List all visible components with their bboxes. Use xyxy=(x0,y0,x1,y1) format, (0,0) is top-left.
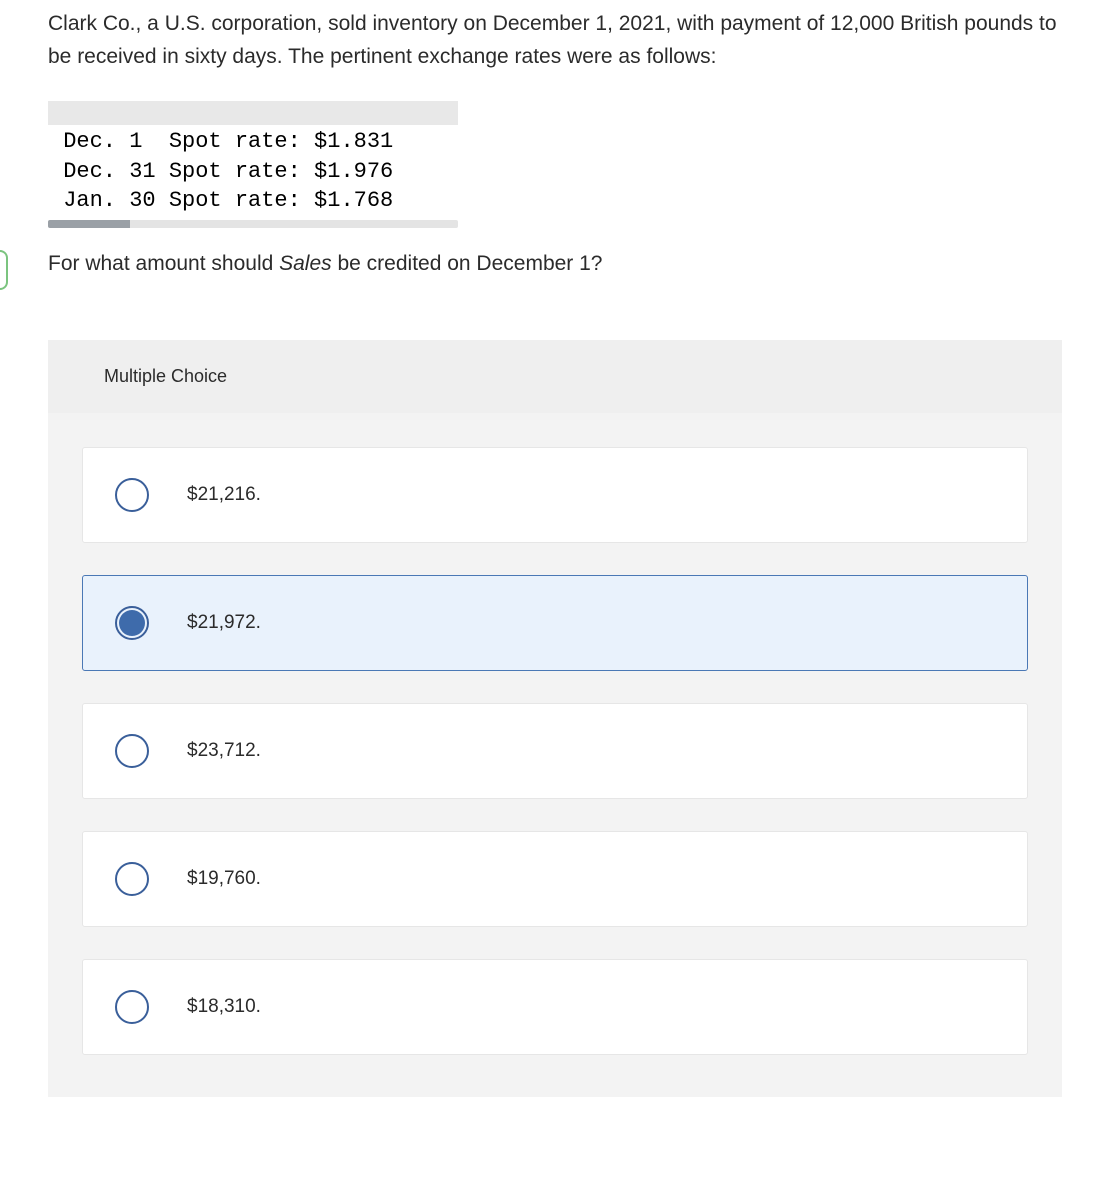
horizontal-scrollbar[interactable] xyxy=(48,220,458,228)
radio-icon[interactable] xyxy=(115,606,149,640)
followup-prefix: For what amount should xyxy=(48,252,279,275)
rates-table-header xyxy=(48,101,458,125)
multiple-choice-panel: Multiple Choice $21,216. $21,972. $23,712.… xyxy=(48,340,1062,1097)
radio-icon[interactable] xyxy=(115,734,149,768)
mc-option-4[interactable]: $18,310. xyxy=(82,959,1028,1055)
question-intro: Clark Co., a U.S. corporation, sold inve… xyxy=(48,8,1062,73)
mc-option-label: $19,760. xyxy=(187,868,261,890)
page-edge-decor xyxy=(0,250,8,290)
question-followup: For what amount should Sales be credited… xyxy=(48,248,1062,280)
mc-option-0[interactable]: $21,216. xyxy=(82,447,1028,543)
radio-icon[interactable] xyxy=(115,862,149,896)
multiple-choice-options: $21,216. $21,972. $23,712. $19,760. $18,310. xyxy=(48,413,1062,1097)
multiple-choice-header: Multiple Choice xyxy=(48,340,1062,413)
rates-table: Dec. 1 Spot rate: $1.831 Dec. 31 Spot ra… xyxy=(48,101,458,228)
mc-option-3[interactable]: $19,760. xyxy=(82,831,1028,927)
radio-icon[interactable] xyxy=(115,478,149,512)
mc-option-label: $21,216. xyxy=(187,484,261,506)
mc-option-label: $21,972. xyxy=(187,612,261,634)
question-block: Clark Co., a U.S. corporation, sold inve… xyxy=(0,8,1110,280)
mc-option-label: $18,310. xyxy=(187,996,261,1018)
followup-italic: Sales xyxy=(279,252,332,275)
followup-suffix: be credited on December 1? xyxy=(332,252,603,275)
mc-option-2[interactable]: $23,712. xyxy=(82,703,1028,799)
mc-option-label: $23,712. xyxy=(187,740,261,762)
radio-icon[interactable] xyxy=(115,990,149,1024)
rates-table-body: Dec. 1 Spot rate: $1.831 Dec. 31 Spot ra… xyxy=(48,125,458,218)
mc-option-1[interactable]: $21,972. xyxy=(82,575,1028,671)
